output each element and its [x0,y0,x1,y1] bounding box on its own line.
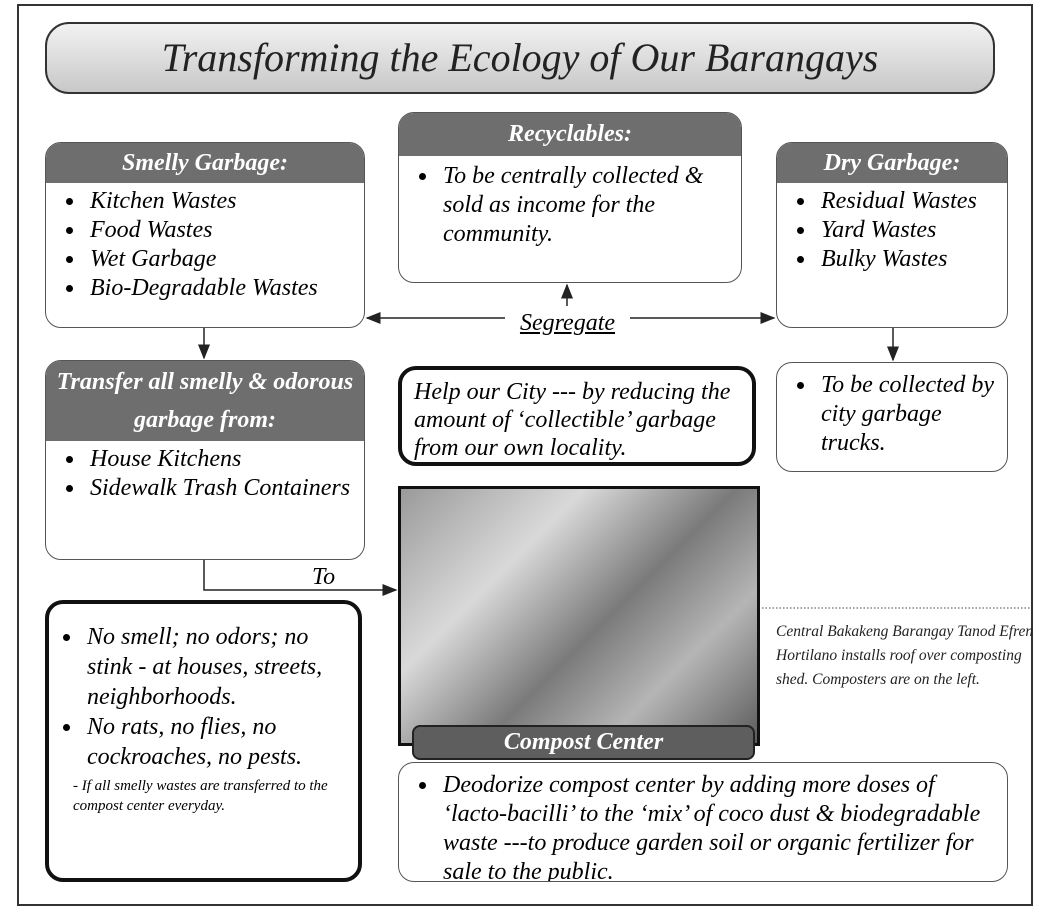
list-item: Sidewalk Trash Containers [86,474,364,503]
dry-collect-box: To be collected by city garbage trucks. [776,362,1008,472]
list-item: Bio-Degradable Wastes [86,274,364,303]
box-header: Transfer all smelly & odorous garbage fr… [46,361,364,441]
list-item: House Kitchens [86,445,364,474]
list-item: Residual Wastes [817,187,1007,216]
list-item: Yard Wastes [817,216,1007,245]
help-box: Help our City --- by reducing the amount… [398,366,756,466]
recyclables-box: Recyclables: To be centrally collected &… [398,112,742,283]
benefits-box: No smell; no odors; no stink - at houses… [45,600,362,882]
list-item: Kitchen Wastes [86,187,364,216]
segregate-label: Segregate [510,310,625,337]
page: Transforming the Ecology of Our Barangay… [0,0,1038,923]
list-item: Bulky Wastes [817,245,1007,274]
smelly-box: Smelly Garbage: Kitchen Wastes Food Wast… [45,142,365,328]
list: To be collected by city garbage trucks. [777,363,1007,458]
dry-box: Dry Garbage: Residual Wastes Yard Wastes… [776,142,1008,328]
to-label: To [312,564,335,591]
list-item: No smell; no odors; no stink - at houses… [83,622,358,712]
list: No smell; no odors; no stink - at houses… [49,622,358,772]
list: Residual Wastes Yard Wastes Bulky Wastes [777,183,1007,274]
list-item: No rats, no flies, no cockroaches, no pe… [83,712,358,772]
deodorize-box: Deodorize compost center by adding more … [398,762,1008,882]
box-header: Dry Garbage: [777,143,1007,183]
transfer-box: Transfer all smelly & odorous garbage fr… [45,360,365,560]
list: To be centrally collected & sold as inco… [399,156,741,249]
list-item: To be collected by city garbage trucks. [817,371,1001,458]
list-item: Food Wastes [86,216,364,245]
note: - If all smelly wastes are transferred t… [49,772,358,816]
list: House Kitchens Sidewalk Trash Containers [46,441,364,503]
photo [398,486,760,746]
title: Transforming the Ecology of Our Barangay… [45,22,995,94]
photo-caption: Central Bakakeng Barangay Tanod Efren Ho… [776,620,1034,692]
box-header: Recyclables: [399,113,741,156]
list: Deodorize compost center by adding more … [399,771,1007,882]
compost-label: Compost Center [412,725,755,760]
arrow [204,560,396,590]
list-item: To be centrally collected & sold as inco… [439,162,733,249]
list-item: Wet Garbage [86,245,364,274]
box-header: Smelly Garbage: [46,143,364,183]
list: Kitchen Wastes Food Wastes Wet Garbage B… [46,183,364,303]
list-item: Deodorize compost center by adding more … [439,771,995,882]
